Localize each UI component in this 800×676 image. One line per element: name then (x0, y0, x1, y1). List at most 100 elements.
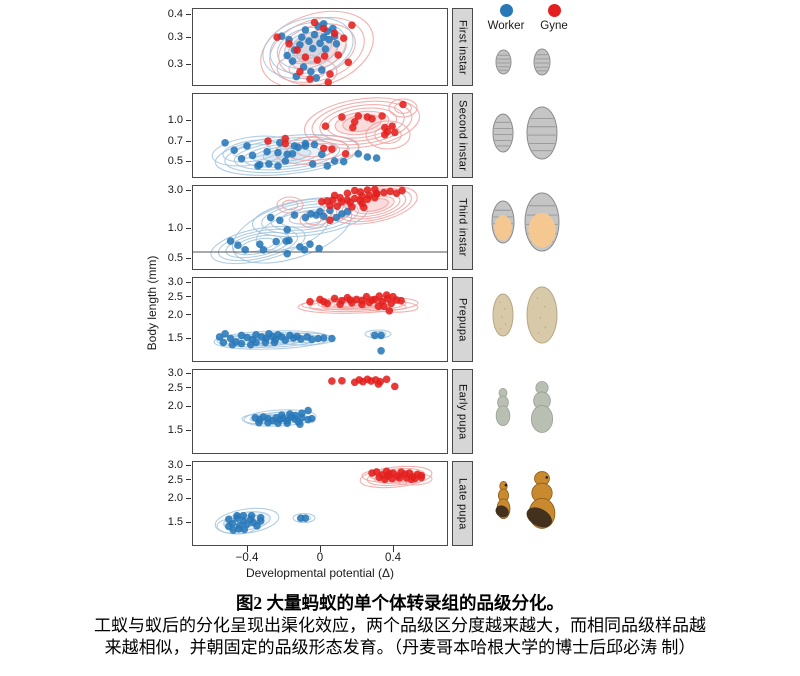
scatter-plot-prepupa (213, 291, 419, 355)
scatter-point-gyne (264, 137, 272, 145)
y-tick-label: 2.0 (167, 400, 183, 413)
scatter-point-gyne (349, 123, 357, 132)
scatter-point-worker (300, 246, 309, 254)
scatter-point-worker (243, 142, 251, 150)
scatter-point-gyne (399, 100, 407, 109)
scatter-point-gyne (285, 40, 293, 48)
y-tick-label: 1.5 (167, 516, 183, 528)
density-contour-worker (251, 196, 369, 238)
pupa-shaped-worker-photo (495, 387, 511, 427)
panel-third-instar (192, 185, 448, 270)
density-contour-gyne (281, 199, 299, 211)
scatter-point-worker (290, 142, 299, 150)
scatter-point-gyne (398, 186, 406, 195)
scatter-point-worker (321, 45, 330, 53)
scatter-point-gyne (326, 216, 334, 225)
scatter-point-gyne (380, 188, 388, 197)
pupa-plain-worker-photo (492, 293, 514, 337)
scatter-point-worker (308, 414, 316, 423)
scatter-plot-first-instar (260, 10, 374, 85)
y-tick-mark (186, 189, 191, 191)
scatter-point-worker (307, 210, 315, 218)
scatter-point-gyne (296, 67, 304, 76)
facet-strip-late-pupa: Late pupa (452, 461, 473, 546)
scatter-point-gyne (326, 201, 334, 210)
scatter-point-worker (228, 340, 237, 349)
y-tick-mark (186, 464, 191, 466)
scatter-point-gyne (344, 58, 353, 67)
scatter-point-gyne (339, 34, 348, 42)
scatter-point-gyne (378, 112, 386, 120)
density-contour-gyne (365, 120, 411, 150)
legend-item-gyne: Gyne (532, 4, 576, 32)
scatter-point-worker (301, 139, 310, 148)
scatter-point-gyne (348, 21, 356, 29)
scatter-point-worker (290, 211, 299, 219)
scatter-point-worker (297, 335, 305, 343)
scatter-point-worker (288, 57, 297, 65)
scatter-point-worker (240, 525, 249, 534)
scatter-point-worker (328, 334, 336, 343)
x-tick-mark (392, 546, 394, 552)
scatter-point-gyne (360, 203, 368, 212)
scatter-point-worker (308, 335, 316, 344)
scatter-point-gyne (372, 190, 381, 198)
scatter-point-gyne (385, 307, 394, 315)
scatter-point-worker (286, 410, 294, 418)
y-tick-label: 2.0 (167, 308, 183, 321)
scatter-point-worker (239, 511, 248, 520)
scatter-plot-second-instar (211, 97, 421, 176)
scatter-point-gyne (333, 202, 342, 211)
y-tick-mark (186, 281, 191, 283)
legend-item-worker: Worker (480, 4, 532, 32)
scatter-point-gyne (375, 473, 384, 482)
density-contour-worker (210, 225, 306, 265)
scatter-point-gyne (319, 24, 328, 33)
scatter-point-gyne (313, 56, 322, 64)
scatter-point-worker (332, 40, 341, 48)
scatter-point-worker (272, 237, 280, 246)
scatter-point-gyne (362, 292, 371, 301)
y-tick-label: 2.5 (167, 290, 183, 303)
scatter-point-worker (259, 246, 268, 254)
scatter-point-gyne (386, 187, 395, 196)
scatter-point-worker (301, 514, 310, 522)
scatter-point-worker (338, 210, 346, 218)
pupa-winged-worker-photo (495, 480, 510, 520)
scatter-point-worker (274, 162, 282, 170)
y-tick-mark (186, 13, 191, 15)
scatter-point-worker (283, 150, 291, 159)
y-tick-label: 1.5 (167, 332, 183, 344)
scatter-point-worker (270, 338, 279, 347)
density-contour-gyne (311, 100, 413, 146)
y-tick-label: 3.0 (167, 459, 183, 471)
scatter-point-gyne (411, 474, 419, 483)
scatter-point-gyne (341, 150, 350, 158)
scatter-point-gyne (338, 377, 346, 385)
scatter-point-worker (325, 35, 333, 44)
scatter-point-worker (219, 338, 228, 347)
pupa-shaped-gyne-photo (530, 381, 554, 433)
scatter-point-gyne (306, 297, 314, 306)
y-tick-mark (186, 372, 191, 374)
density-contour-worker (217, 228, 299, 262)
larva-orange-worker-photo (491, 200, 515, 244)
scatter-plot-third-instar (193, 186, 447, 265)
y-tick-label: 1.5 (167, 424, 183, 436)
scatter-point-worker (372, 154, 381, 162)
panel-late-pupa (192, 461, 448, 546)
caption-line-2: 来越相似，并朝固定的品级形态发育。（丹麦哥本哈根大学的博士后邱必涛 制） (104, 637, 696, 657)
y-tick-mark (186, 429, 191, 431)
scatter-plot-late-pupa (214, 465, 433, 535)
scatter-point-worker (318, 66, 326, 74)
scatter-point-worker (226, 334, 235, 343)
scatter-point-gyne (381, 130, 389, 139)
y-tick-label: 3.0 (167, 276, 183, 288)
panel-first-instar (192, 8, 448, 86)
scatter-point-gyne (330, 294, 339, 303)
scatter-point-worker (296, 420, 304, 428)
worker-dot-icon (499, 4, 513, 17)
scatter-point-worker (248, 151, 257, 160)
facet-strip-third-instar: Third instar (452, 185, 473, 270)
scatter-point-gyne (374, 380, 383, 388)
